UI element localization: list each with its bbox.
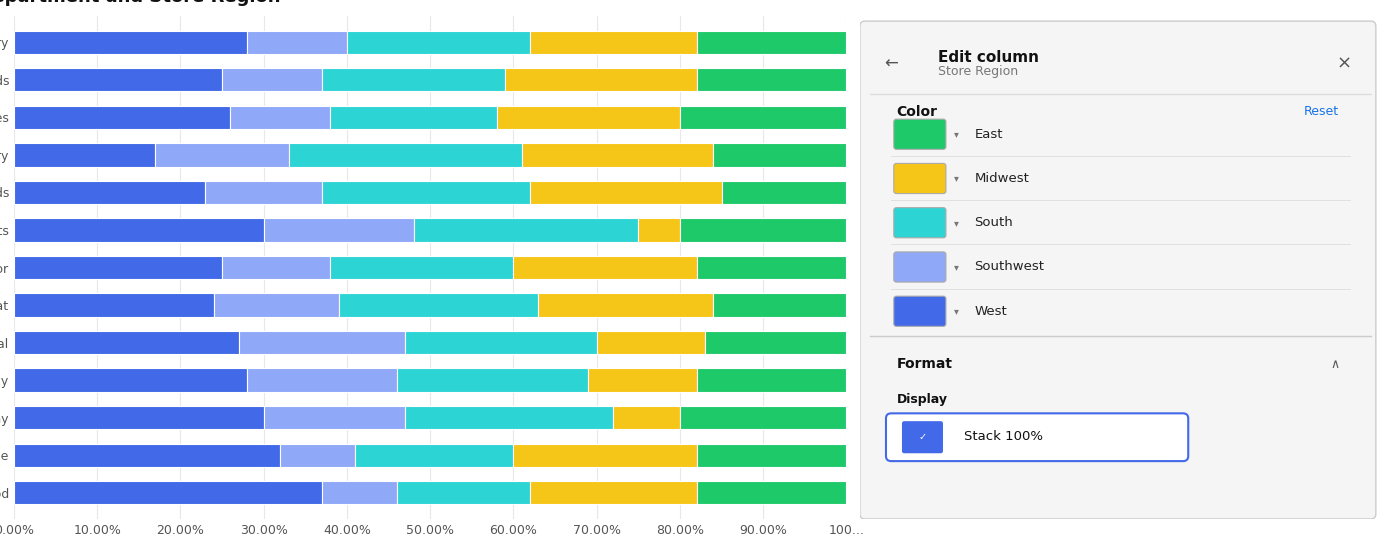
Bar [14, 30, 247, 54]
Bar [530, 481, 696, 505]
Text: ×: × [1336, 55, 1352, 73]
Bar [396, 369, 589, 392]
Text: ▾: ▾ [954, 173, 958, 184]
Bar [413, 218, 639, 242]
Text: Southwest: Southwest [975, 261, 1045, 273]
Text: Store Region: Store Region [937, 65, 1018, 78]
Bar [14, 369, 247, 392]
FancyBboxPatch shape [886, 414, 1189, 461]
Text: ▾: ▾ [954, 129, 958, 139]
Bar [213, 293, 339, 317]
Bar [530, 30, 696, 54]
Bar [696, 481, 847, 505]
Bar [505, 68, 696, 91]
Bar [205, 181, 322, 204]
Bar [696, 68, 847, 91]
Bar [289, 143, 522, 166]
Bar [14, 68, 222, 91]
Bar [14, 444, 280, 467]
Text: ✓: ✓ [918, 432, 926, 442]
Text: Color: Color [897, 105, 937, 119]
Text: ∧: ∧ [1331, 357, 1339, 371]
FancyBboxPatch shape [894, 208, 946, 238]
FancyBboxPatch shape [894, 119, 946, 149]
Bar [331, 256, 513, 279]
Bar [356, 444, 513, 467]
Bar [14, 218, 264, 242]
Bar [322, 68, 505, 91]
Bar [14, 406, 264, 429]
Bar [14, 331, 239, 354]
Bar [347, 30, 530, 54]
Text: Stack 100%: Stack 100% [964, 431, 1043, 444]
Bar [696, 256, 847, 279]
Text: South: South [975, 216, 1013, 229]
Bar [713, 143, 847, 166]
Bar [264, 406, 405, 429]
Text: West: West [975, 305, 1007, 318]
Bar [239, 331, 405, 354]
Bar [14, 106, 230, 129]
Bar [405, 331, 597, 354]
Bar [230, 106, 331, 129]
Bar [264, 218, 413, 242]
FancyBboxPatch shape [903, 422, 942, 453]
Bar [331, 106, 497, 129]
Text: ←: ← [884, 55, 898, 73]
FancyBboxPatch shape [894, 252, 946, 282]
Text: ▾: ▾ [954, 218, 958, 228]
Text: Reset: Reset [1304, 105, 1339, 118]
Bar [14, 293, 213, 317]
Bar [222, 256, 331, 279]
Bar [679, 406, 847, 429]
Bar [339, 293, 538, 317]
Bar [713, 293, 847, 317]
Bar [696, 30, 847, 54]
Bar [679, 218, 847, 242]
Bar [513, 256, 696, 279]
Bar [14, 256, 222, 279]
Bar [14, 481, 322, 505]
Text: ▾: ▾ [954, 262, 958, 272]
Bar [322, 481, 396, 505]
Bar [396, 481, 530, 505]
Text: Edit column: Edit column [937, 50, 1039, 65]
Bar [522, 143, 713, 166]
Bar [247, 369, 396, 392]
Bar [696, 369, 847, 392]
Bar [696, 444, 847, 467]
Bar [679, 106, 847, 129]
Text: ▾: ▾ [954, 306, 958, 316]
Bar [222, 68, 322, 91]
Bar [14, 181, 205, 204]
FancyBboxPatch shape [894, 296, 946, 326]
Bar [538, 293, 713, 317]
FancyBboxPatch shape [894, 163, 946, 194]
Text: Midwest: Midwest [975, 172, 1030, 185]
Bar [704, 331, 847, 354]
Text: Total Sales by Department and Store Region: Total Sales by Department and Store Regi… [0, 0, 280, 6]
Bar [597, 331, 704, 354]
Bar [155, 143, 289, 166]
FancyBboxPatch shape [859, 21, 1375, 519]
Bar [14, 143, 155, 166]
Bar [405, 406, 614, 429]
Bar [865, 26, 1371, 96]
Bar [322, 181, 530, 204]
Bar [530, 181, 721, 204]
Bar [280, 444, 356, 467]
Bar [614, 406, 679, 429]
Text: East: East [975, 128, 1003, 141]
Bar [497, 106, 679, 129]
Text: Display: Display [897, 393, 947, 406]
Text: Format: Format [897, 357, 953, 371]
Bar [513, 444, 696, 467]
Bar [247, 30, 347, 54]
Bar [639, 218, 679, 242]
Bar [589, 369, 696, 392]
Bar [721, 181, 847, 204]
